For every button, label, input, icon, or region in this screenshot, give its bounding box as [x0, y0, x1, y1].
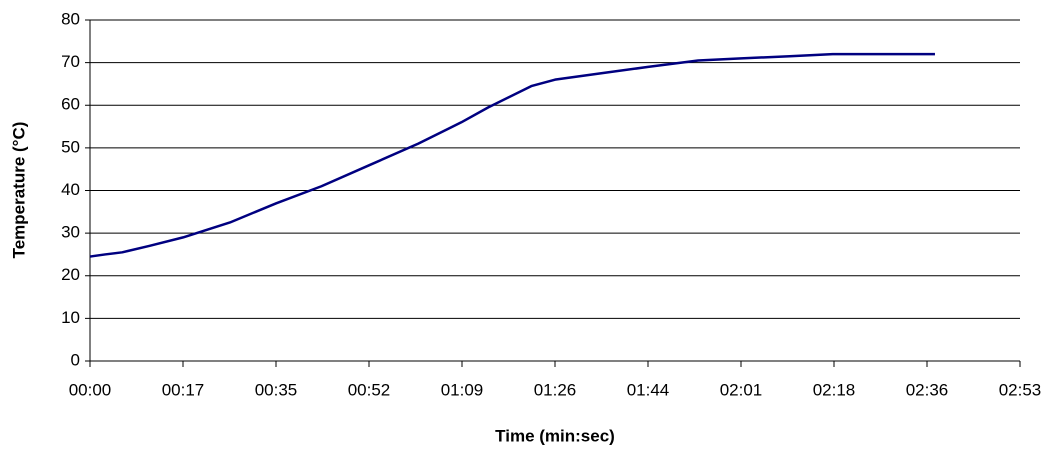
- y-tick-label: 50: [61, 137, 80, 156]
- x-tick-label: 00:17: [162, 380, 205, 399]
- x-tick-label: 01:09: [441, 380, 484, 399]
- y-tick-label: 0: [71, 350, 80, 369]
- y-tick-label: 30: [61, 223, 80, 242]
- y-axis-title: Temperature (°C): [9, 122, 28, 259]
- x-tick-label: 01:26: [534, 380, 577, 399]
- x-tick-label: 00:00: [69, 380, 112, 399]
- x-axis-title: Time (min:sec): [495, 426, 615, 445]
- y-tick-label: 10: [61, 308, 80, 327]
- x-tick-label: 01:44: [627, 380, 670, 399]
- x-tick-label: 00:35: [255, 380, 298, 399]
- x-tick-label: 02:01: [720, 380, 763, 399]
- y-tick-label: 20: [61, 265, 80, 284]
- y-tick-label: 60: [61, 95, 80, 114]
- x-tick-label: 02:36: [906, 380, 949, 399]
- y-tick-label: 80: [61, 9, 80, 28]
- data-line: [89, 52, 935, 258]
- x-tick-label: 02:53: [999, 380, 1042, 399]
- y-tick-label: 40: [61, 180, 80, 199]
- y-tick-label: 70: [61, 52, 80, 71]
- x-tick-label: 02:18: [813, 380, 856, 399]
- x-tick-label: 00:52: [348, 380, 391, 399]
